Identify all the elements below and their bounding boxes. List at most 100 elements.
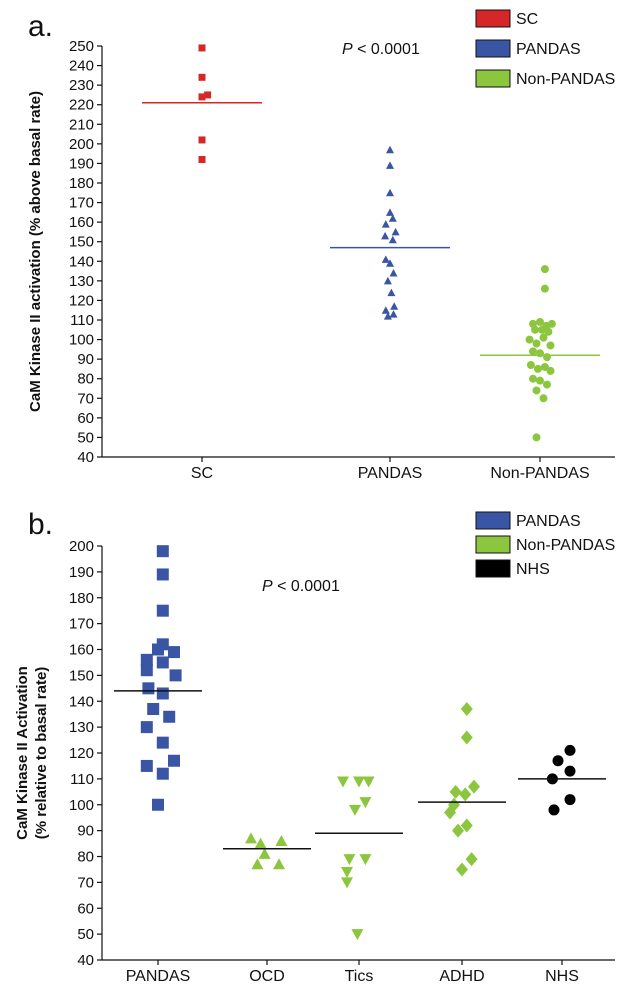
y-tick-label: 160 xyxy=(69,642,94,659)
p-value-annotation: P < 0.0001 xyxy=(262,578,340,595)
y-tick-label: 240 xyxy=(69,58,94,75)
data-point-non-pandas xyxy=(526,361,535,370)
data-point-pandas xyxy=(152,798,164,811)
legend-swatch-pandas xyxy=(475,39,511,58)
x-tick-label-pandas: PANDAS xyxy=(358,465,423,482)
y-tick-label: 90 xyxy=(77,351,94,368)
y-tick-label: 140 xyxy=(69,253,94,270)
data-point-non-pandas xyxy=(529,347,537,356)
y-tick-label: 120 xyxy=(69,292,94,309)
y-tick-label: 170 xyxy=(69,195,94,212)
x-tick-label-pandas: PANDAS xyxy=(126,968,191,985)
y-tick-label: 130 xyxy=(69,273,94,290)
data-point-non-pandas xyxy=(543,353,551,362)
data-point-non-pandas xyxy=(532,433,541,442)
data-point-adhd xyxy=(460,702,473,717)
data-point-non-pandas xyxy=(538,325,547,334)
data-point-pandas xyxy=(391,227,400,236)
y-axis-label: CaM Kinase II Activation (% relative to b… xyxy=(14,666,50,840)
data-point-tics xyxy=(359,854,372,866)
legend-label-pandas: PANDAS xyxy=(516,513,581,530)
data-point-pandas xyxy=(381,306,390,314)
p-value-annotation: P < 0.0001 xyxy=(342,41,420,58)
x-tick-label-sc: SC xyxy=(191,465,213,482)
y-tick-label: 80 xyxy=(77,371,94,388)
y-tick-label: 210 xyxy=(69,116,94,133)
data-point-sc xyxy=(198,93,206,101)
data-point-pandas xyxy=(383,312,392,320)
data-point-nhs xyxy=(548,804,560,816)
p-value-italic-p: P xyxy=(262,578,273,595)
y-tick-label: 130 xyxy=(69,719,94,736)
y-tick-label: 70 xyxy=(77,874,94,891)
y-tick-label: 90 xyxy=(77,823,94,840)
data-point-pandas xyxy=(156,687,169,700)
legend-swatch-non-pandas xyxy=(475,535,511,554)
data-point-non-pandas xyxy=(543,380,551,389)
x-tick-label-tics: Tics xyxy=(345,968,374,985)
data-point-non-pandas xyxy=(547,319,556,328)
x-tick-label-non-pandas: Non-PANDAS xyxy=(490,465,589,482)
y-tick-label: 160 xyxy=(69,214,94,231)
data-point-tics xyxy=(353,776,365,788)
data-point-tics xyxy=(341,877,353,889)
data-point-non-pandas xyxy=(529,374,537,383)
y-tick-label: 110 xyxy=(70,771,94,788)
data-point-pandas xyxy=(388,214,397,222)
y-tick-label: 180 xyxy=(69,175,94,192)
legend-label-pandas: PANDAS xyxy=(516,41,581,58)
y-tick-label: 250 xyxy=(69,38,94,55)
data-point-pandas xyxy=(156,604,169,617)
data-point-pandas xyxy=(163,710,176,723)
panel-label: a. xyxy=(28,10,53,43)
data-point-pandas xyxy=(142,682,155,695)
y-tick-label: 120 xyxy=(69,745,94,762)
y-tick-label: 60 xyxy=(77,900,94,917)
legend-label-non-pandas: Non-PANDAS xyxy=(516,71,615,88)
data-point-non-pandas xyxy=(540,284,549,293)
data-point-pandas xyxy=(140,759,153,772)
data-point-ocd xyxy=(258,847,271,859)
data-point-ocd xyxy=(273,858,285,870)
data-point-non-pandas xyxy=(531,325,540,334)
y-tick-label: 140 xyxy=(69,693,94,710)
data-point-pandas xyxy=(156,767,169,780)
data-point-pandas xyxy=(156,545,169,558)
y-tick-label: 110 xyxy=(70,312,94,329)
data-point-pandas xyxy=(388,235,397,244)
y-tick-label: 100 xyxy=(69,797,94,814)
data-point-pandas xyxy=(386,259,394,267)
data-point-non-pandas xyxy=(536,376,544,385)
data-point-pandas xyxy=(381,231,390,240)
data-point-nhs xyxy=(564,794,576,806)
data-point-nhs xyxy=(552,755,564,767)
legend-swatch-sc xyxy=(475,9,511,28)
x-tick-label-ocd: OCD xyxy=(249,968,285,985)
data-point-non-pandas xyxy=(532,386,541,395)
data-point-ocd xyxy=(251,858,264,870)
data-point-tics xyxy=(341,867,353,879)
data-point-pandas xyxy=(389,269,398,277)
data-point-sc xyxy=(198,73,206,81)
data-point-pandas xyxy=(168,754,180,767)
y-tick-label: 200 xyxy=(69,136,94,153)
y-tick-label: 150 xyxy=(69,234,94,251)
y-tick-label: 220 xyxy=(69,97,94,114)
data-point-pandas xyxy=(387,288,396,297)
data-point-adhd xyxy=(460,730,473,745)
data-point-pandas xyxy=(383,276,392,285)
data-point-pandas xyxy=(390,302,399,310)
y-tick-label: 70 xyxy=(77,390,94,407)
y-tick-label: 170 xyxy=(69,616,94,633)
data-point-sc xyxy=(198,156,206,164)
y-tick-label: 230 xyxy=(69,77,94,94)
legend-label-nhs: NHS xyxy=(516,561,550,578)
y-tick-label: 50 xyxy=(77,429,94,446)
y-tick-label: 60 xyxy=(77,410,94,427)
data-point-ocd xyxy=(245,832,257,844)
data-point-tics xyxy=(349,804,361,816)
data-point-non-pandas xyxy=(532,339,541,348)
data-point-ocd xyxy=(275,834,288,846)
data-point-adhd xyxy=(449,784,462,799)
data-point-pandas xyxy=(386,208,394,216)
